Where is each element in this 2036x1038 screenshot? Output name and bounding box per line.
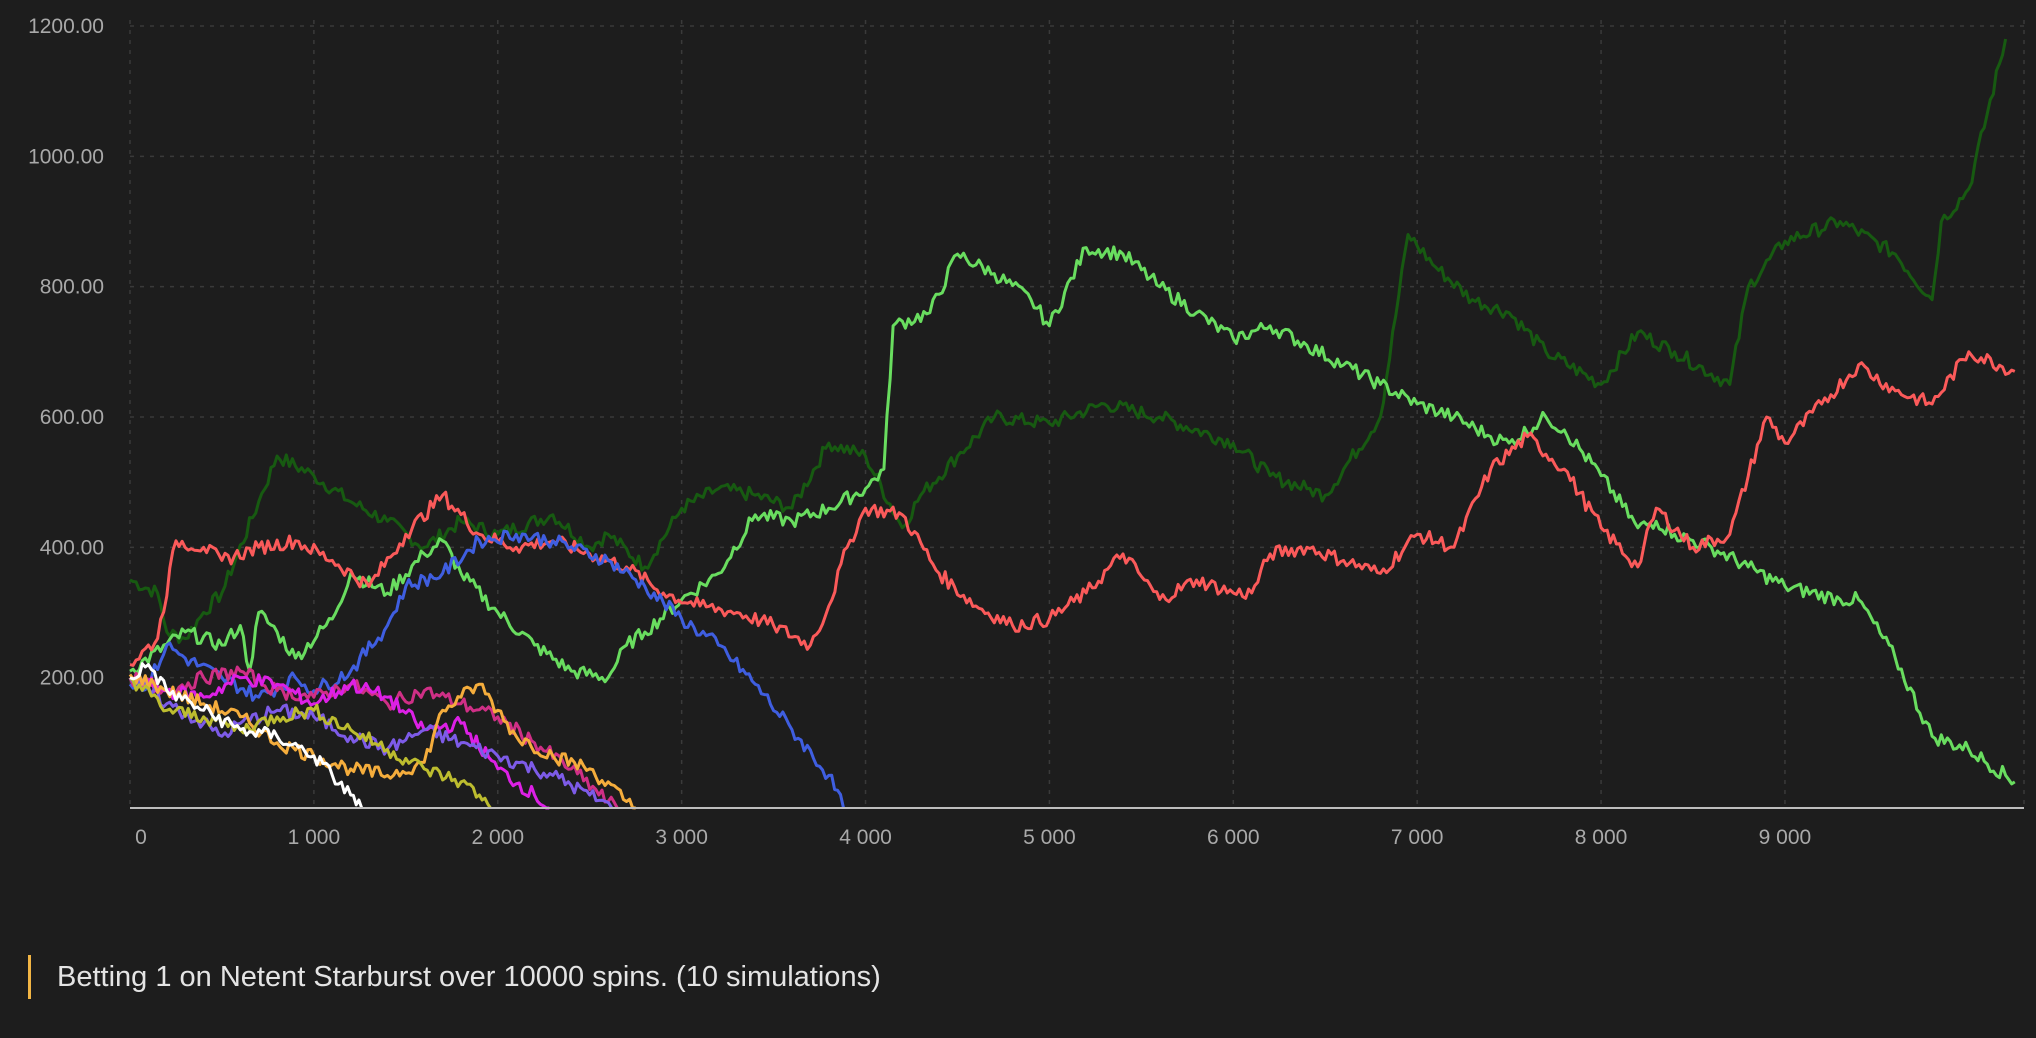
x-tick-label: 7 000 bbox=[1391, 826, 1444, 849]
x-tick-label: 8 000 bbox=[1575, 826, 1628, 849]
x-tick-label: 0 bbox=[135, 826, 147, 849]
y-axis-ticks: 1200.00 1000.00 800.00 600.00 400.00 200.00 bbox=[28, 15, 104, 690]
x-tick-label: 5 000 bbox=[1023, 826, 1076, 849]
series-line-8 bbox=[128, 672, 636, 810]
series-line-3 bbox=[129, 350, 2016, 667]
chart-grid bbox=[129, 20, 2025, 808]
x-tick-label: 6 000 bbox=[1207, 826, 1260, 849]
y-tick-label: 800.00 bbox=[40, 276, 104, 299]
y-tick-label: 200.00 bbox=[40, 667, 104, 690]
x-axis-ticks: 0 1 000 2 000 3 000 4 000 5 000 6 000 7 000 8 00… bbox=[135, 826, 1811, 849]
line-chart: 1200.00 1000.00 800.00 600.00 400.00 200.00 0… bbox=[28, 15, 2025, 849]
series-line-9 bbox=[128, 676, 492, 809]
series-line-5 bbox=[128, 665, 619, 809]
x-tick-label: 9 000 bbox=[1759, 826, 1812, 849]
series-line-4 bbox=[128, 529, 845, 809]
y-tick-label: 1000.00 bbox=[28, 145, 104, 168]
series-line-10 bbox=[129, 662, 364, 809]
chart-series bbox=[128, 38, 2016, 810]
y-tick-label: 600.00 bbox=[40, 406, 104, 429]
x-tick-label: 2 000 bbox=[471, 826, 524, 849]
x-tick-label: 3 000 bbox=[655, 826, 708, 849]
series-line-2 bbox=[129, 245, 2016, 786]
y-tick-label: 1200.00 bbox=[28, 15, 104, 38]
chart-caption: Betting 1 on Netent Starburst over 10000… bbox=[28, 955, 881, 999]
x-tick-label: 4 000 bbox=[839, 826, 892, 849]
caption-text: Betting 1 on Netent Starburst over 10000… bbox=[57, 960, 881, 993]
y-tick-label: 400.00 bbox=[40, 536, 104, 559]
x-tick-label: 1 000 bbox=[288, 826, 341, 849]
